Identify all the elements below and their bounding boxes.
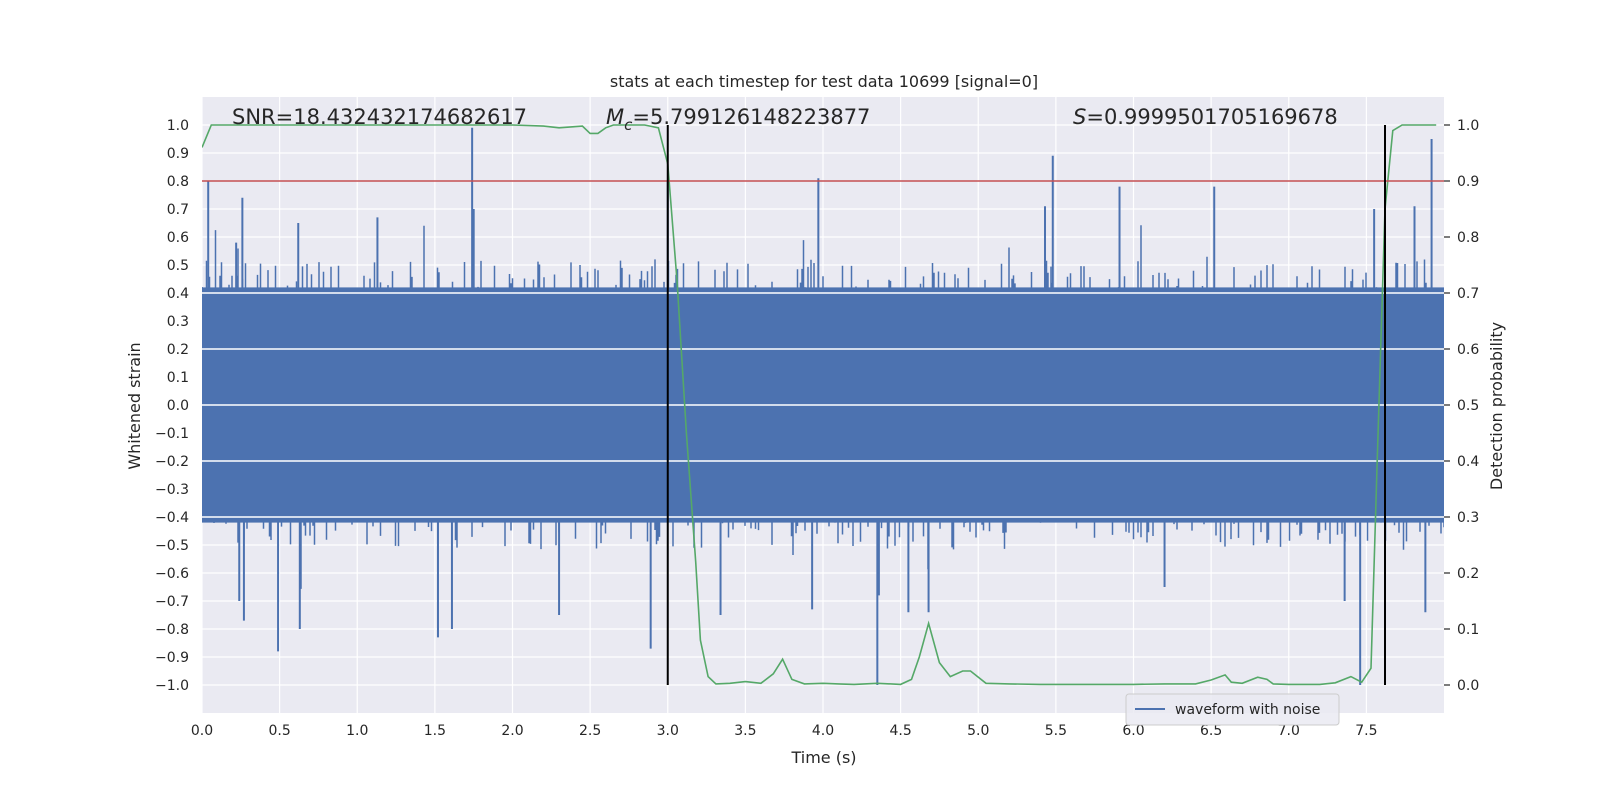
snr-annotation: SNR=18.432432174682617 [232,105,527,129]
score-symbol: S [1073,105,1086,129]
x-tick-label: 1.0 [346,723,368,739]
x-axis-label: Time (s) [790,748,856,767]
y-right-tick-label: 0.4 [1457,454,1479,470]
x-tick-label: 7.5 [1355,723,1377,739]
y-tick-label: −0.5 [155,538,189,554]
y-axis-ticks: 1.0 0.9 0.8 0.7 0.6 0.5 0.4 0.3 0.2 0.1 0.0 −0.1 −0.… [155,118,189,694]
legend: waveform with noise [1125,693,1340,726]
y-tick-label: 0.7 [167,202,189,218]
y-right-tick-label: 0.2 [1457,566,1479,582]
legend-box [1125,693,1340,726]
vertical-marker-lines [666,125,1387,685]
waveform-series [202,127,1444,685]
y-tick-label: −0.3 [155,482,189,498]
y-tick-label: 0.8 [167,174,189,190]
y-tick-label: −1.0 [155,678,189,694]
y-tick-label: 0.4 [167,286,189,302]
y-right-tick-label: 0.7 [1457,286,1479,302]
y-tick-label: 1.0 [167,118,189,134]
probability-series-line [202,124,1437,686]
x-tick-label: 0.0 [191,723,213,739]
y-tick-label: −0.1 [155,426,189,442]
y-tick-label: −0.2 [155,454,189,470]
x-tick-label: 6.5 [1200,723,1222,739]
x-tick-label: 4.5 [889,723,911,739]
chirp-mass-annotation: Mc=5.799126148223877 [606,105,870,134]
x-tick-label: 3.5 [734,723,756,739]
x-tick-label: 7.0 [1278,723,1300,739]
chirp-mass-value: =5.799126148223877 [632,105,870,129]
y-tick-label: −0.9 [155,650,189,666]
y-tick-label: 0.6 [167,230,189,246]
y-right-tick-label: 0.1 [1457,622,1479,638]
y-right-tick-label: 1.0 [1457,118,1479,134]
x-tick-label: 6.0 [1122,723,1144,739]
x-tick-label: 0.5 [268,723,290,739]
y-tick-label: −0.8 [155,622,189,638]
legend-label: waveform with noise [1175,702,1320,718]
chirp-mass-symbol: M [606,105,624,129]
y-tick-label: 0.0 [167,398,189,414]
y-right-tick-label: 0.6 [1457,342,1479,358]
y-axis-label: Whitened strain [125,342,144,469]
y-tick-label: 0.1 [167,370,189,386]
x-tick-label: 2.0 [501,723,523,739]
y-right-tick-label: 0.3 [1457,510,1479,526]
chirp-mass-subscript: c [624,116,633,134]
y-right-tick-label: 0.5 [1457,398,1479,414]
y-axis-right-label: Detection probability [1487,322,1506,490]
x-tick-label: 1.5 [424,723,446,739]
score-value: =0.9999501705169678 [1086,105,1337,129]
y-right-tick-label: 0.8 [1457,230,1479,246]
y-tick-label: 0.9 [167,146,189,162]
y-tick-label: 0.3 [167,314,189,330]
y-tick-label: −0.7 [155,594,189,610]
y-right-tick-label: 0.9 [1457,174,1479,190]
chart-title: stats at each timestep for test data 106… [610,72,1038,91]
x-tick-label: 4.0 [812,723,834,739]
y-tick-label: 0.5 [167,258,189,274]
x-tick-label: 5.0 [967,723,989,739]
x-tick-label: 3.0 [657,723,679,739]
x-tick-label: 2.5 [579,723,601,739]
y-tick-label: −0.4 [155,510,189,526]
y-tick-label: 0.2 [167,342,189,358]
x-tick-label: 5.5 [1045,723,1067,739]
y-axis-right-ticks: 1.0 0.9 0.8 0.7 0.6 0.5 0.4 0.3 0.2 0.1 0.0 [1444,118,1479,694]
x-axis-ticks: 0.0 0.5 1.0 1.5 2.0 2.5 3.0 3.5 4.0 4.5 5.0 5.5 6.0 6… [191,723,1378,739]
y-tick-label: −0.6 [155,566,189,582]
y-right-tick-label: 0.0 [1457,678,1479,694]
score-annotation: S=0.9999501705169678 [1073,105,1338,129]
